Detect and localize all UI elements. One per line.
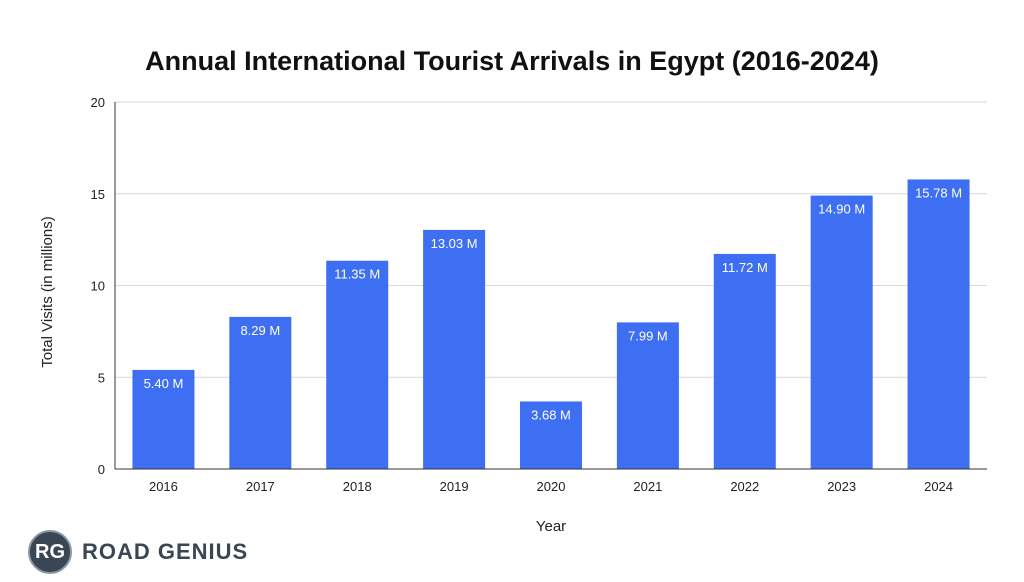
bar-2023 [810, 195, 873, 469]
y-tick-label: 20 [91, 95, 105, 110]
bar-value-label: 8.29 M [240, 323, 280, 338]
bar-value-label: 14.90 M [818, 202, 865, 217]
y-tick-labels: 0 5 10 15 20 [91, 95, 105, 477]
y-tick-label: 15 [91, 187, 105, 202]
bar-value-label: 13.03 M [431, 236, 478, 251]
brand-footer: RG ROAD GENIUS [28, 530, 248, 574]
bar-labels: 5.40 M 8.29 M 11.35 M 13.03 M 3.68 M 7.99 M 11… [144, 185, 962, 422]
brand-name: ROAD GENIUS [82, 539, 249, 564]
y-tick-label: 0 [98, 462, 105, 477]
bar-2019 [423, 229, 486, 469]
y-axis-title: Total Visits (in millions) [39, 216, 56, 367]
x-tick-label: 2020 [537, 479, 566, 494]
bar-2020 [519, 401, 583, 469]
bar-value-label: 11.35 M [334, 267, 380, 282]
bar-value-label: 11.72 M [722, 260, 768, 275]
x-tick-label: 2019 [440, 479, 469, 494]
bar-2018 [326, 260, 389, 469]
x-tick-labels: 2016 2017 2018 2019 2020 2021 2022 2023 2024 [149, 479, 953, 494]
x-axis-title: Year [536, 518, 566, 535]
x-tick-label: 2021 [633, 479, 662, 494]
x-tick-label: 2024 [924, 479, 953, 494]
bar-value-label: 5.40 M [144, 376, 184, 391]
x-tick-label: 2022 [730, 479, 759, 494]
bar-2021 [616, 322, 679, 469]
x-tick-label: 2018 [343, 479, 372, 494]
y-tick-label: 10 [91, 279, 105, 294]
bars [132, 179, 970, 469]
bar-value-label: 7.99 M [628, 328, 668, 343]
x-tick-label: 2023 [827, 479, 856, 494]
x-tick-label: 2017 [246, 479, 275, 494]
x-tick-label: 2016 [149, 479, 178, 494]
road-genius-logo-icon: RG [28, 530, 72, 574]
bar-value-label: 3.68 M [531, 407, 571, 422]
bar-2024 [907, 179, 970, 469]
y-tick-label: 5 [98, 370, 105, 385]
bar-value-label: 15.78 M [915, 185, 962, 200]
bar-2016 [132, 369, 195, 469]
bar-2017 [229, 316, 292, 469]
bar-2022 [713, 253, 776, 469]
chart-title: Annual International Tourist Arrivals in… [145, 46, 879, 76]
